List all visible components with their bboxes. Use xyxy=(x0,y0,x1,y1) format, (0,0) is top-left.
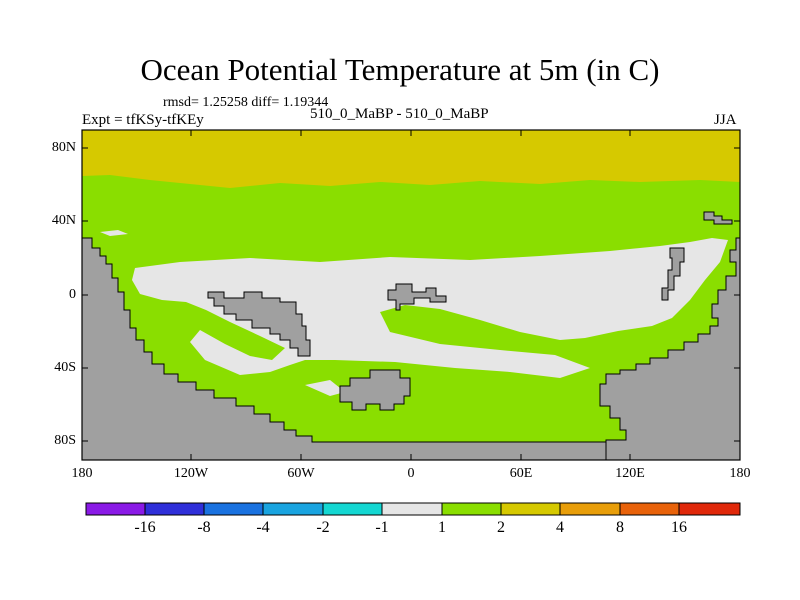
y-label-40n: 40N xyxy=(51,213,76,228)
x-label-180e: 180 xyxy=(729,466,751,481)
colorbar-label-neg16: -16 xyxy=(134,519,156,536)
colorbar-box-9 xyxy=(559,502,621,516)
y-label-80s: 80S xyxy=(54,433,76,448)
colorbar-box-1 xyxy=(85,502,146,516)
colorbar-label-8: 8 xyxy=(616,519,624,536)
land-equatorial-island xyxy=(387,283,447,311)
colorbar-box-7 xyxy=(441,502,502,516)
colorbar-box-11 xyxy=(678,502,741,516)
experiment-label: Expt = tfKSy-tfKEy xyxy=(82,112,204,128)
colorbar xyxy=(85,502,741,516)
colorbar-label-2: 2 xyxy=(497,519,505,536)
colorbar-label-neg2: -2 xyxy=(316,519,330,536)
axis-ticks xyxy=(82,130,740,460)
map-title: Ocean Potential Temperature at 5m (in C) xyxy=(140,52,660,87)
colorbar-box-2 xyxy=(144,502,205,516)
land-west-continent xyxy=(81,237,607,461)
colorbar-box-5 xyxy=(322,502,383,516)
land-eastern-peninsula xyxy=(661,247,685,301)
y-label-80n: 80N xyxy=(51,140,76,155)
colorbar-box-4 xyxy=(262,502,324,516)
colorbar-box-3 xyxy=(203,502,264,516)
colorbar-label-16: 16 xyxy=(671,519,687,536)
x-label-60e: 60E xyxy=(509,466,533,481)
colorbar-label-4: 4 xyxy=(556,519,564,536)
colorbar-box-10 xyxy=(619,502,680,516)
x-label-120w: 120W xyxy=(173,466,209,481)
y-label-0: 0 xyxy=(69,287,76,302)
colorbar-label-neg4: -4 xyxy=(256,519,270,536)
x-label-180w: 180 xyxy=(71,466,93,481)
land-central-continent xyxy=(207,291,311,357)
ocean-band-neg1-1-west xyxy=(100,230,128,236)
ocean-band-neg1-1 xyxy=(132,238,728,378)
land-east-continent xyxy=(599,237,741,461)
y-label-40s: 40S xyxy=(54,360,76,375)
land-south-island xyxy=(339,369,411,411)
x-label-60w: 60W xyxy=(287,466,315,481)
season-label: JJA xyxy=(714,112,737,128)
ocean-band-neg1-1-south xyxy=(305,380,345,396)
land-northeast-islet xyxy=(703,211,733,225)
x-label-120e: 120E xyxy=(615,466,645,481)
colorbar-box-6 xyxy=(381,502,443,516)
colorbar-label-neg8: -8 xyxy=(197,519,211,536)
colorbar-label-neg1: -1 xyxy=(375,519,389,536)
ocean-band-2-4 xyxy=(82,130,740,188)
colorbar-box-8 xyxy=(500,502,561,516)
stats-text: rmsd= 1.25258 diff= 1.19344 xyxy=(163,95,329,110)
case-label: 510_0_MaBP - 510_0_MaBP xyxy=(310,106,489,122)
x-label-0: 0 xyxy=(407,466,415,481)
colorbar-label-1: 1 xyxy=(438,519,446,536)
